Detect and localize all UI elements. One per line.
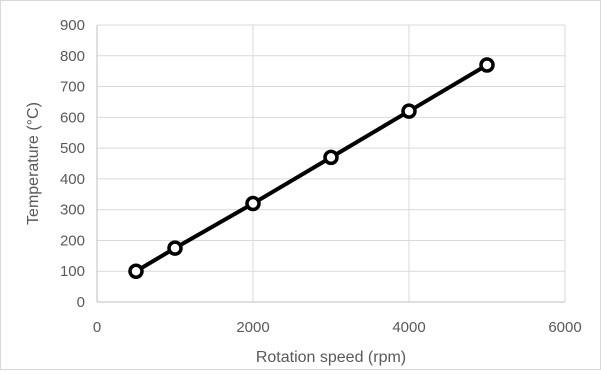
data-point	[479, 57, 495, 73]
y-tick-label: 200	[60, 232, 85, 249]
x-tick-label: 2000	[236, 319, 269, 336]
y-tick-label: 500	[60, 140, 85, 157]
y-tick-label: 800	[60, 48, 85, 65]
data-point	[401, 103, 417, 119]
axes	[96, 25, 565, 303]
x-tick-label: 0	[93, 319, 101, 336]
y-tick-label: 300	[60, 202, 85, 219]
y-tick-label: 400	[60, 171, 85, 188]
data-point	[167, 240, 183, 256]
data-point	[245, 195, 261, 212]
x-axis-title: Rotation speed (rpm)	[256, 349, 406, 366]
data-point	[128, 263, 144, 279]
tick-labels: 0 100 200 300 400 500 600 700 800 900 0 2000 4000 600…	[60, 17, 582, 336]
data-point	[323, 149, 339, 166]
x-tick-label: 4000	[392, 319, 425, 336]
y-tick-label: 100	[60, 263, 85, 280]
y-axis-title: Temperature (°C)	[25, 102, 42, 225]
x-tick-label: 6000	[548, 319, 581, 336]
y-tick-label: 700	[60, 79, 85, 96]
data-series	[128, 57, 495, 279]
y-tick-label: 900	[60, 17, 85, 34]
y-tick-label: 0	[77, 294, 85, 311]
y-tick-label: 600	[60, 109, 85, 126]
